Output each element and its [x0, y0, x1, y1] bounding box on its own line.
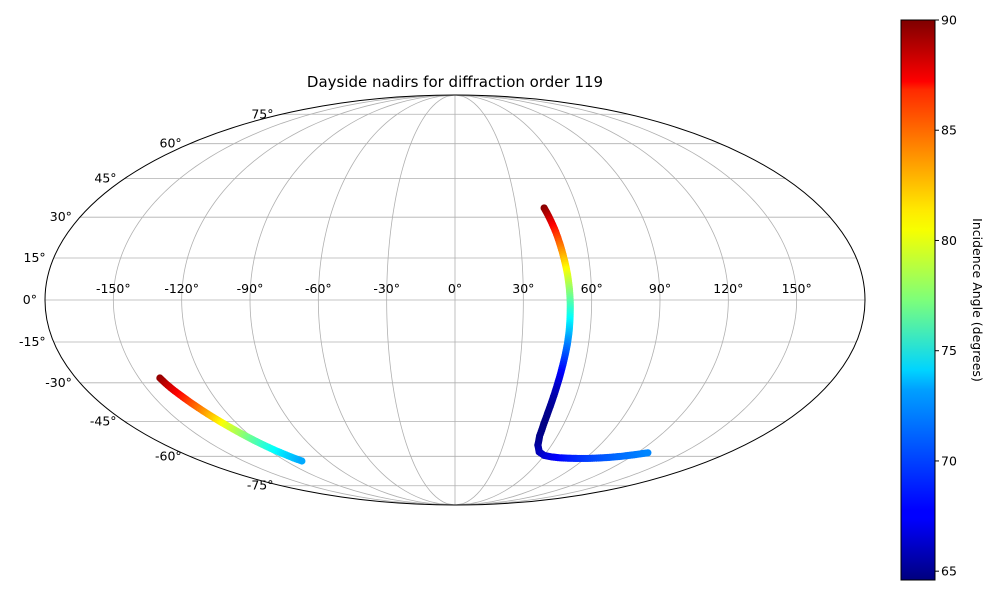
longitude-tick-label: 150°	[782, 281, 812, 296]
scatter-points	[156, 204, 652, 465]
map-boundary	[44, 94, 866, 506]
graticule	[45, 95, 865, 505]
longitude-tick-labels: -150° -120° -90° -60° -30° 0° 30° 60° 90° 120° 150…	[96, 281, 812, 296]
latitude-tick-label: -75°	[247, 478, 274, 493]
colorbar-tick-label: 90	[941, 13, 957, 28]
colorbar-tick-label: 75	[941, 343, 957, 358]
longitude-tick-label: 90°	[649, 281, 671, 296]
chart-title: Dayside nadirs for diffraction order 119	[307, 73, 603, 91]
latitude-tick-label: -30°	[45, 375, 72, 390]
latitude-tick-label: 75°	[251, 106, 273, 121]
longitude-tick-label: 120°	[713, 281, 743, 296]
longitude-tick-label: -90°	[237, 281, 264, 296]
colorbar-tick-label: 65	[941, 564, 957, 579]
latitude-tick-label: 60°	[160, 136, 182, 151]
longitude-tick-label: -30°	[373, 281, 400, 296]
latitude-tick-label: -45°	[90, 413, 117, 428]
latitude-tick-label: 0°	[23, 292, 37, 307]
latitude-tick-label: -15°	[19, 334, 46, 349]
longitude-tick-label: 60°	[581, 281, 603, 296]
latitude-tick-label: -60°	[155, 448, 182, 463]
data-point	[298, 457, 306, 465]
colorbar	[900, 19, 936, 581]
longitude-tick-label: 0°	[448, 281, 462, 296]
colorbar-tick-label: 70	[941, 453, 957, 468]
colorbar-tick-label: 80	[941, 233, 957, 248]
longitude-tick-label: -60°	[305, 281, 332, 296]
colorbar-ticks: 65 70 75 80 85 90	[935, 13, 957, 579]
longitude-tick-label: -120°	[164, 281, 199, 296]
data-point	[644, 449, 652, 457]
colorbar-tick-label: 85	[941, 123, 957, 138]
colorbar-label: Incidence Angle (degrees)	[970, 218, 985, 382]
latitude-tick-label: 30°	[50, 209, 72, 224]
latitude-tick-label: 15°	[24, 250, 46, 265]
longitude-tick-label: -150°	[96, 281, 131, 296]
latitude-tick-label: 45°	[94, 171, 116, 186]
longitude-tick-label: 30°	[512, 281, 534, 296]
latitude-tick-labels: -75° -60° -45° -30° -15° 0° 15° 30° 45° 60° 75°	[19, 106, 273, 492]
